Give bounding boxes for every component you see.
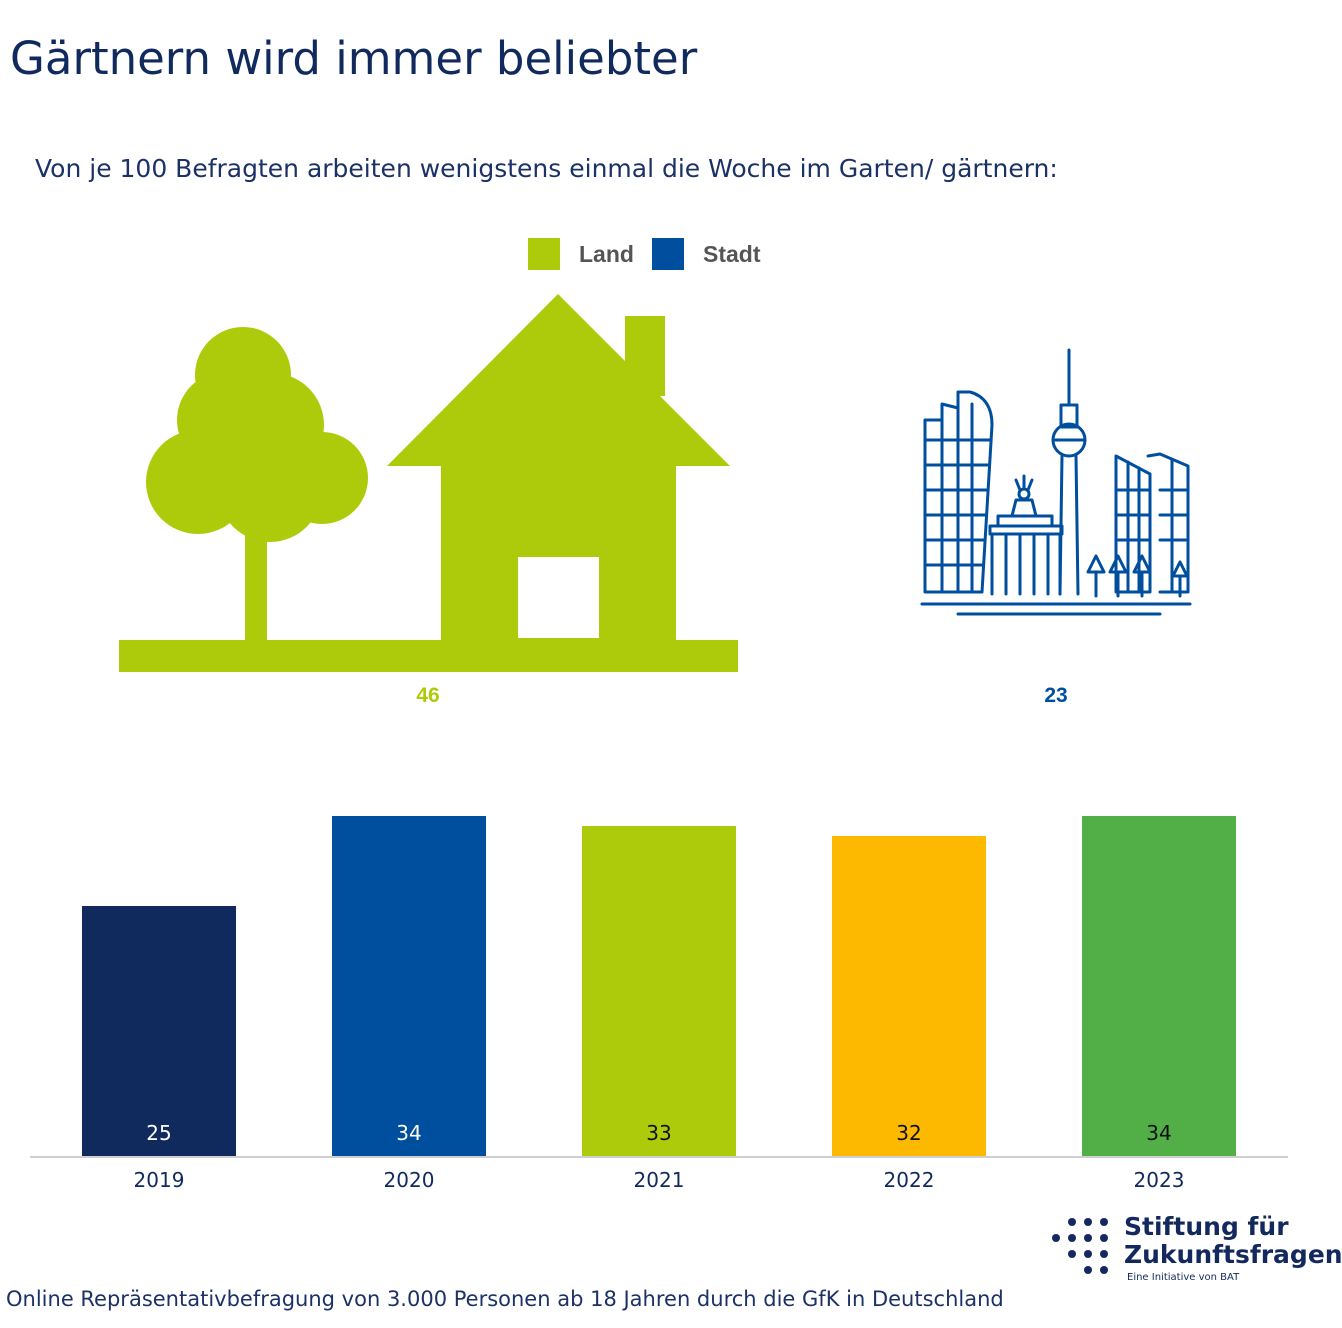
bar-chart: 25 2019 34 2020 33 2021 32 2022 34 2023: [30, 816, 1288, 1192]
x-tick-label-2022: 2022: [884, 1168, 935, 1192]
legend-label-stadt: Stadt: [703, 241, 761, 267]
legend-label-land: Land: [579, 241, 634, 267]
bar-value-label-2022: 32: [896, 1121, 921, 1145]
x-tick-label-2020: 2020: [384, 1168, 435, 1192]
source-note: Online Repräsentativbefragung von 3.000 …: [6, 1287, 1004, 1311]
bar-2020: [332, 816, 486, 1156]
x-tick-label-2021: 2021: [634, 1168, 685, 1192]
land-value: 46: [416, 684, 440, 707]
bar-2023: [1082, 816, 1236, 1156]
bar-2019: [82, 906, 236, 1156]
chart-title: Gärtnern wird immer beliebter: [10, 32, 698, 85]
legend-swatch-land: [528, 238, 560, 270]
x-tick-label-2023: 2023: [1134, 1168, 1185, 1192]
logo-text-line2: Zukunftsfragen: [1124, 1240, 1342, 1269]
bar-value-label-2019: 25: [146, 1121, 171, 1145]
legend-swatch-stadt: [652, 238, 684, 270]
bar-value-label-2020: 34: [396, 1121, 421, 1145]
logo-text-line1: Stiftung für: [1124, 1212, 1289, 1241]
bar-value-label-2021: 33: [646, 1121, 671, 1145]
dots-logo-icon: [1052, 1218, 1108, 1274]
bar-2022: [832, 836, 986, 1156]
x-tick-label-2019: 2019: [134, 1168, 185, 1192]
stadt-value: 23: [1044, 684, 1068, 707]
bar-2021: [582, 826, 736, 1156]
berlin-skyline-icon: [920, 348, 1192, 616]
illustration: [119, 294, 1192, 672]
stiftung-logo: Stiftung für Zukunftsfragen Eine Initiat…: [1048, 1212, 1342, 1288]
tree-and-house-icon: [119, 294, 738, 672]
chart-subtitle: Von je 100 Befragten arbeiten wenigstens…: [35, 154, 1058, 183]
logo-text-line3: Eine Initiative von BAT: [1127, 1272, 1240, 1283]
bar-value-label-2023: 34: [1146, 1121, 1171, 1145]
